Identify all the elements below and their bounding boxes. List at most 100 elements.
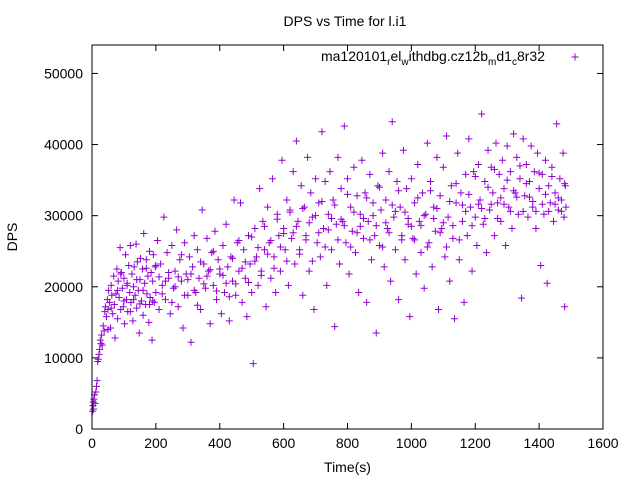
data-point-254 (423, 139, 431, 147)
data-point-475 (487, 200, 495, 208)
data-point-317 (524, 213, 532, 221)
data-point-107 (189, 263, 197, 271)
data-point-187 (316, 253, 324, 261)
data-point-12 (95, 350, 103, 358)
data-point-275 (457, 189, 465, 197)
data-point-127 (221, 288, 229, 296)
data-point-480 (519, 207, 527, 215)
data-point-306 (506, 168, 514, 176)
data-point-362 (216, 265, 224, 273)
data-point-54 (128, 270, 136, 278)
data-point-167 (284, 281, 292, 289)
data-point-159 (272, 288, 280, 296)
data-point-478 (506, 207, 514, 215)
data-point-26 (106, 298, 114, 306)
data-point-350 (139, 286, 147, 294)
data-point-177 (300, 203, 308, 211)
data-point-34 (112, 290, 120, 298)
data-point-401 (465, 190, 473, 198)
data-point-319 (527, 142, 535, 150)
data-point-463 (411, 236, 419, 244)
data-point-79 (148, 336, 156, 344)
data-point-149 (256, 185, 264, 193)
data-point-439 (257, 271, 265, 279)
data-point-9 (93, 377, 101, 385)
data-point-216 (363, 298, 371, 306)
data-point-391 (401, 208, 409, 216)
data-point-347 (120, 297, 128, 305)
data-point-45 (121, 320, 129, 328)
data-point-377 (312, 212, 320, 220)
data-point-462 (404, 215, 412, 223)
data-point-379 (324, 226, 332, 234)
data-point-162 (276, 267, 284, 275)
data-point-310 (513, 153, 521, 161)
data-point-171 (291, 260, 299, 268)
data-point-433 (219, 271, 227, 279)
data-point-389 (388, 201, 396, 209)
data-point-207 (348, 227, 356, 235)
data-point-374 (292, 222, 300, 230)
data-point-157 (268, 175, 276, 183)
data-point-80 (149, 277, 157, 285)
data-point-472 (468, 222, 476, 230)
data-point-209 (351, 249, 359, 257)
data-point-6 (91, 399, 99, 407)
data-point-292 (484, 146, 492, 154)
data-point-469 (449, 222, 457, 230)
data-point-417 (117, 270, 125, 278)
data-point-82 (150, 298, 158, 306)
data-point-203 (342, 239, 350, 247)
legend-label-part-7: c (512, 57, 517, 68)
data-point-239 (399, 146, 407, 154)
data-point-153 (262, 303, 270, 311)
data-point-323 (534, 149, 542, 157)
data-point-240 (401, 256, 409, 264)
data-point-407 (503, 176, 511, 184)
data-point-415 (554, 194, 562, 202)
data-point-129 (224, 263, 232, 271)
data-point-354 (165, 269, 173, 277)
data-point-88 (158, 281, 166, 289)
data-point-214 (359, 234, 367, 242)
data-point-298 (494, 199, 502, 207)
data-point-68 (139, 311, 147, 319)
data-point-125 (217, 310, 225, 318)
x-tick-label-6: 1200 (460, 435, 491, 451)
data-point-473 (474, 200, 482, 208)
data-point-57 (130, 263, 138, 271)
data-point-421 (142, 264, 150, 272)
data-point-63 (135, 329, 143, 337)
data-point-365 (235, 237, 243, 245)
data-point-426 (174, 273, 182, 281)
data-point-154 (264, 203, 272, 211)
data-point-102 (181, 239, 189, 247)
data-point-175 (297, 182, 305, 190)
data-point-414 (548, 173, 556, 181)
legend-label-part-6: d1 (496, 48, 512, 64)
data-point-263 (438, 224, 446, 232)
data-point-425 (168, 298, 176, 306)
data-point-410 (522, 180, 530, 188)
data-point-445 (296, 250, 304, 258)
data-point-245 (409, 234, 417, 242)
data-point-394 (420, 212, 428, 220)
data-point-72 (142, 256, 150, 264)
data-point-424 (161, 277, 169, 285)
data-point-119 (208, 249, 216, 257)
data-point-220 (369, 199, 377, 207)
data-point-222 (372, 329, 380, 337)
data-point-130 (225, 317, 233, 325)
data-point-146 (251, 224, 259, 232)
data-point-28 (107, 281, 115, 289)
data-point-206 (347, 203, 355, 211)
data-point-372 (280, 229, 288, 237)
data-point-128 (222, 220, 230, 228)
x-tick-label-1: 200 (144, 435, 168, 451)
data-point-83 (151, 263, 159, 271)
data-point-76 (145, 247, 153, 255)
data-point-221 (371, 232, 379, 240)
legend-series-marker (571, 53, 579, 61)
data-point-359 (197, 258, 205, 266)
